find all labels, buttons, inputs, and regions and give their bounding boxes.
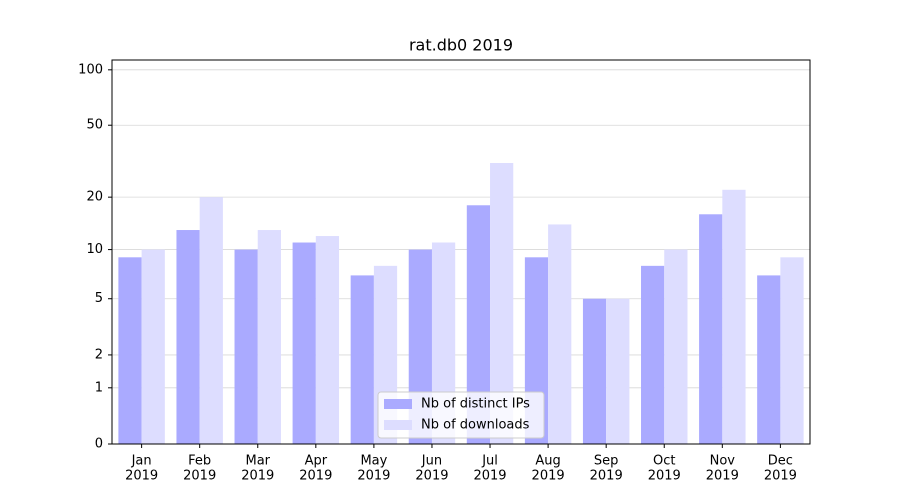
chart-title: rat.db0 2019 — [409, 36, 513, 55]
legend-swatch — [384, 420, 412, 430]
x-tick-label: Aug — [535, 454, 560, 469]
y-tick-label: 2 — [95, 347, 103, 362]
y-tick-label: 10 — [86, 242, 103, 257]
bar — [257, 230, 281, 444]
bar — [176, 230, 200, 444]
x-tick-label: 2019 — [532, 469, 565, 484]
bar — [699, 214, 723, 444]
legend-label: Nb of distinct IPs — [421, 397, 530, 412]
x-tick-label: Jul — [481, 454, 498, 469]
plot-frame — [111, 59, 811, 445]
y-tick-label: 0 — [95, 437, 103, 452]
y-tick-label: 100 — [78, 62, 103, 77]
bar — [641, 265, 665, 444]
bar — [292, 242, 316, 444]
bar — [466, 205, 491, 444]
x-tick-label: Jun — [421, 454, 442, 469]
bar — [664, 249, 688, 444]
x-tick-label: Dec — [768, 454, 793, 469]
legend-label: Nb of downloads — [421, 418, 530, 433]
x-tick-label: Mar — [245, 454, 270, 469]
x-tick-label: May — [360, 454, 387, 469]
bar — [548, 224, 572, 444]
x-tick-label: 2019 — [473, 469, 506, 484]
bar — [722, 189, 746, 444]
x-tick-label: 2019 — [357, 469, 390, 484]
x-tick-label: 2019 — [183, 469, 216, 484]
bar — [780, 257, 804, 444]
x-tick-label: 2019 — [299, 469, 332, 484]
x-tick-label: Apr — [305, 454, 328, 469]
x-tick-label: 2019 — [241, 469, 274, 484]
bar — [606, 298, 630, 444]
bar — [234, 249, 258, 444]
bar — [757, 275, 781, 444]
legend-box — [377, 391, 545, 439]
bar — [582, 298, 607, 444]
x-tick-label: Jan — [131, 454, 152, 469]
y-tick-label: 5 — [95, 291, 103, 306]
x-tick-label: 2019 — [590, 469, 623, 484]
bar — [490, 163, 514, 444]
x-tick-label: 2019 — [648, 469, 681, 484]
x-tick-label: Oct — [653, 454, 675, 469]
y-tick-label: 20 — [86, 190, 103, 205]
bar — [141, 249, 165, 444]
bar — [315, 236, 340, 444]
bar — [350, 275, 374, 444]
x-tick-label: 2019 — [415, 469, 448, 484]
legend-swatch — [384, 399, 412, 409]
x-tick-label: Sep — [594, 454, 619, 469]
x-tick-label: 2019 — [764, 469, 797, 484]
x-tick-label: 2019 — [125, 469, 158, 484]
x-tick-label: 2019 — [706, 469, 739, 484]
bar — [118, 257, 142, 444]
x-tick-label: Feb — [188, 454, 211, 469]
bar — [199, 197, 223, 444]
x-tick-label: Nov — [710, 454, 736, 469]
y-tick-label: 50 — [86, 118, 103, 133]
y-tick-label: 1 — [95, 380, 103, 395]
